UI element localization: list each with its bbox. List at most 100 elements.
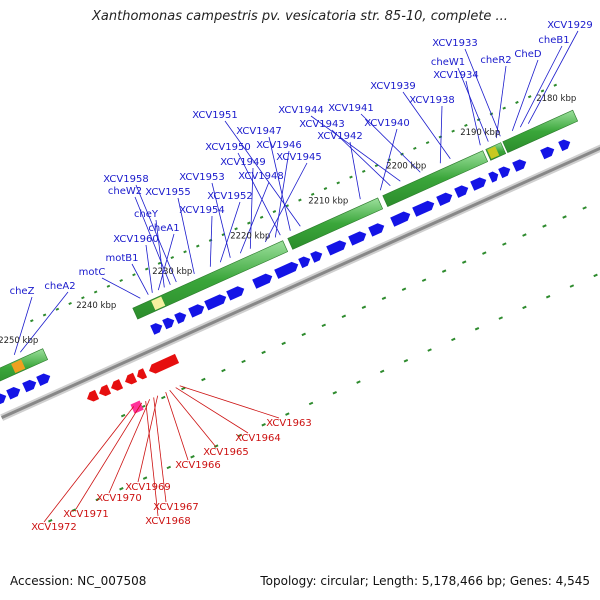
forward-gene-label: XCV1946 <box>256 140 301 151</box>
forward-gene-arrow <box>488 171 499 183</box>
forward-gene-label: XCV1948 <box>238 171 283 182</box>
forward-gene-arrow <box>150 323 163 335</box>
gc-highlight <box>487 146 500 159</box>
forward-gene-label: XCV1938 <box>409 95 454 106</box>
reverse-leader <box>137 395 159 483</box>
forward-leader <box>211 182 231 258</box>
forward-leader <box>511 59 539 131</box>
inner-tick <box>562 215 567 219</box>
forward-leader <box>331 129 391 187</box>
outer-tick <box>298 198 302 202</box>
gc-block <box>0 348 49 382</box>
forward-gene-label: cheW1 <box>431 57 465 68</box>
forward-leader <box>465 80 481 146</box>
outer-tick <box>374 164 379 168</box>
forward-gene-label: XCV1929 <box>547 20 592 31</box>
forward-leader <box>145 244 153 293</box>
inner-tick <box>161 395 166 400</box>
outer-tick <box>30 319 34 323</box>
genome-backbone <box>0 144 600 421</box>
forward-leader <box>519 45 563 128</box>
outer-tick <box>247 221 251 225</box>
outer-tick <box>272 210 277 214</box>
inner-tick <box>582 206 587 210</box>
inner-tick-2 <box>142 476 148 480</box>
reverse-gene-label: XCV1965 <box>203 447 248 458</box>
inner-tick-2 <box>474 327 480 331</box>
forward-gene-arrow <box>174 312 187 324</box>
inner-tick <box>421 278 427 282</box>
map-title: Xanthomonas campestris pv. vesicatoria s… <box>92 9 508 24</box>
forward-gene-label: XCV1939 <box>370 81 415 92</box>
scale-label: 2230 kbp <box>152 267 192 277</box>
inner-tick <box>401 287 407 291</box>
inner-tick-2 <box>261 423 266 427</box>
forward-gene-arrow <box>274 261 299 279</box>
forward-leader <box>495 65 507 139</box>
forward-gene-label: XCV1958 <box>103 174 148 185</box>
inner-tick <box>221 368 226 373</box>
forward-gene-label: XCV1942 <box>317 131 362 142</box>
outer-tick <box>119 278 123 283</box>
reverse-leader <box>108 399 151 494</box>
inner-tick-2 <box>427 348 432 352</box>
outer-tick <box>132 273 136 277</box>
inner-tick <box>461 260 467 264</box>
reverse-gene-label: XCV1969 <box>125 482 170 493</box>
inner-tick <box>381 296 387 300</box>
inner-tick-2 <box>332 391 338 395</box>
reverse-gene-arrow <box>125 372 138 385</box>
forward-leader <box>209 215 213 267</box>
outer-tick <box>234 227 238 231</box>
inner-tick <box>241 359 246 364</box>
genome-summary-label: Topology: circular; Length: 5,178,466 bp… <box>260 574 590 588</box>
gc-block <box>132 240 289 320</box>
inner-tick-2 <box>356 380 361 384</box>
forward-gene-arrow <box>252 273 273 289</box>
reverse-gene-label: XCV1972 <box>31 522 76 533</box>
gc-highlight <box>151 296 166 311</box>
forward-gene-arrow <box>0 393 7 405</box>
outer-tick <box>310 192 315 196</box>
forward-leader <box>457 67 489 142</box>
forward-gene-arrow <box>470 177 487 191</box>
forward-gene-label: XCV1944 <box>278 105 323 116</box>
outer-tick <box>93 290 98 294</box>
forward-gene-arrow <box>368 223 385 237</box>
forward-leader <box>13 296 33 356</box>
reverse-gene-label: XCV1964 <box>235 433 280 444</box>
gc-block <box>502 109 579 154</box>
forward-leader <box>19 291 69 353</box>
inner-tick <box>181 386 186 391</box>
outer-tick <box>451 129 455 133</box>
forward-gene-arrow <box>204 294 227 311</box>
forward-gene-arrow <box>310 251 323 263</box>
forward-leader <box>349 141 361 200</box>
forward-gene-label: XCV1951 <box>192 110 237 121</box>
outer-tick <box>42 313 47 317</box>
inner-tick <box>301 332 306 337</box>
forward-leader <box>157 233 175 291</box>
forward-gene-label: XCV1953 <box>179 172 224 183</box>
forward-leader <box>464 48 501 137</box>
reverse-leader <box>169 390 217 448</box>
inner-tick-2 <box>569 284 575 288</box>
inner-tick <box>321 323 327 328</box>
scale-label: 2240 kbp <box>76 301 116 311</box>
forward-leader <box>439 105 443 164</box>
outer-tick <box>336 181 341 185</box>
scale-label: 2220 kbp <box>230 232 270 242</box>
inner-tick <box>361 305 367 309</box>
inner-tick <box>281 341 286 346</box>
forward-gene-label: cheA2 <box>44 281 75 292</box>
forward-gene-label: XCV1947 <box>236 126 281 137</box>
gc-block <box>382 150 489 208</box>
forward-gene-label: XCV1945 <box>276 152 321 163</box>
reverse-leader <box>175 387 249 434</box>
outer-tick <box>68 301 72 306</box>
outer-tick <box>425 141 430 145</box>
outer-tick <box>196 244 200 248</box>
inner-tick-2 <box>237 433 243 438</box>
accession-label: Accession: NC_007508 <box>10 574 147 588</box>
